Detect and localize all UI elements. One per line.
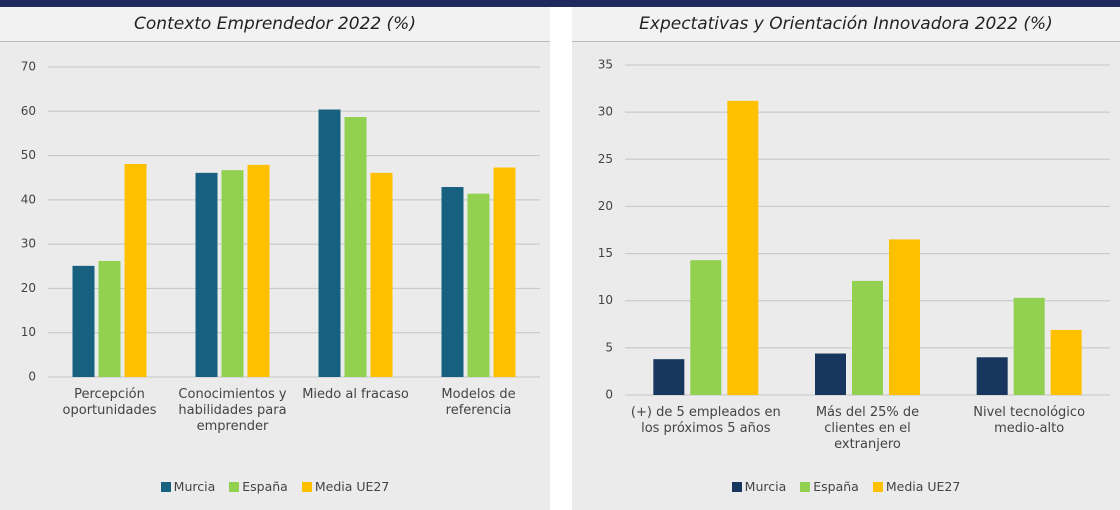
chart-panel: Expectativas y Orientación Innovadora 20… [572, 7, 1120, 510]
y-tick-label: 10 [21, 325, 36, 339]
bar [852, 280, 883, 395]
x-tick-label: Más del 25% de clientes en el extranjero [815, 405, 920, 452]
y-tick-label: 70 [21, 60, 36, 74]
bar [441, 187, 464, 377]
legend: Murcia España Media UE27 [572, 479, 1120, 494]
y-tick-label: 0 [605, 388, 613, 402]
y-tick-label: 15 [598, 246, 613, 260]
bar [889, 239, 920, 395]
y-tick-label: 20 [598, 199, 613, 213]
legend-label: España [242, 479, 288, 494]
legend-swatch [731, 482, 742, 492]
legend-swatch [229, 482, 240, 492]
bar [344, 117, 367, 378]
legend-item: España [229, 479, 288, 494]
x-tick-label: Nivel tecnológico medio-alto [973, 405, 1086, 436]
y-tick-label: 60 [21, 104, 36, 118]
chart-title: Contexto Emprendedor 2022 (%) [0, 7, 550, 42]
y-tick-label: 35 [598, 58, 613, 72]
chart-panel: Contexto Emprendedor 2022 (%) [0, 7, 550, 510]
bar [1050, 329, 1082, 395]
y-tick-label: 30 [21, 237, 36, 251]
bar [815, 353, 846, 395]
bar [1013, 297, 1045, 395]
x-tick-label: Percepción oportunidades [62, 387, 157, 418]
x-tick-label: Miedo al fracaso [302, 387, 409, 402]
legend-label: Media UE27 [885, 479, 961, 494]
legend-swatch [800, 482, 811, 492]
legend-item: España [800, 479, 859, 494]
legend-label: Murcia [173, 479, 216, 494]
bar [690, 260, 722, 395]
chart-title: Expectativas y Orientación Innovadora 20… [572, 7, 1120, 42]
bar [727, 100, 759, 395]
y-tick-label: 25 [598, 152, 613, 166]
bar [195, 172, 218, 377]
y-tick-label: 20 [21, 281, 36, 295]
bar [493, 167, 516, 377]
bar [653, 359, 685, 395]
bar [247, 164, 270, 377]
x-tick-label: Conocimientos y habilidades para emprend… [178, 387, 287, 434]
y-tick-label: 40 [21, 192, 36, 206]
bar [221, 170, 244, 377]
legend-item: Media UE27 [872, 479, 961, 494]
bar [976, 357, 1008, 395]
legend-label: Murcia [744, 479, 787, 494]
y-tick-label: 5 [605, 340, 613, 354]
legend-label: Media UE27 [314, 479, 390, 494]
x-tick-label: (+) de 5 empleados en los próximos 5 año… [630, 405, 781, 436]
legend: Murcia España Media UE27 [0, 479, 550, 494]
bar [124, 163, 147, 377]
y-tick-label: 10 [598, 293, 613, 307]
legend-item: Media UE27 [301, 479, 390, 494]
bar [370, 172, 393, 377]
top-band [0, 0, 1120, 7]
legend-label: España [813, 479, 859, 494]
bar [318, 109, 341, 377]
y-tick-label: 30 [598, 105, 613, 119]
legend-swatch [160, 482, 171, 492]
y-tick-label: 50 [21, 148, 36, 162]
y-tick-label: 0 [28, 370, 36, 384]
legend-swatch [872, 482, 883, 492]
legend-swatch [301, 482, 312, 492]
legend-item: Murcia [731, 479, 787, 494]
legend-item: Murcia [160, 479, 216, 494]
x-tick-label: Modelos de referencia [441, 387, 516, 418]
bar [98, 260, 121, 377]
bar [467, 193, 490, 377]
bar [72, 265, 95, 377]
